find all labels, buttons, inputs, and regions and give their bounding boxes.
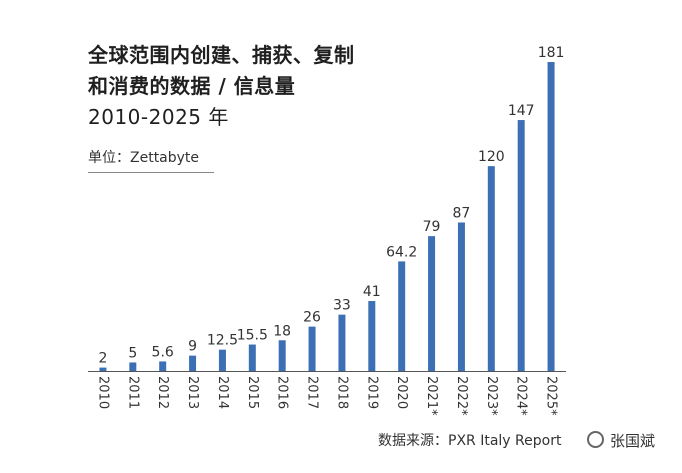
bar-value-label: 5 <box>128 345 137 361</box>
bar <box>278 340 286 371</box>
x-tick-label: 2011 <box>125 376 140 409</box>
bar-value-label: 64.2 <box>386 244 417 260</box>
x-tick-label: 2013 <box>185 376 200 409</box>
bar <box>129 362 137 371</box>
title-line-2: 和消费的数据 / 信息量 <box>88 74 296 98</box>
bar <box>159 361 167 371</box>
bar <box>428 236 436 371</box>
bar-value-label: 33 <box>333 298 351 314</box>
bar-value-label: 181 <box>538 45 565 61</box>
bar-value-label: 15.5 <box>237 328 268 344</box>
bar <box>547 62 555 371</box>
x-tick-label: 2022* <box>454 376 469 416</box>
bar-value-label: 2 <box>98 351 107 367</box>
x-tick-label: 2021* <box>424 376 439 416</box>
watermark-text: 张国斌 <box>610 432 656 450</box>
x-tick-label: 2012 <box>155 376 170 409</box>
bar-value-label: 12.5 <box>207 333 238 349</box>
x-tick-label: 2015 <box>245 376 260 409</box>
bar-value-label: 9 <box>188 339 197 355</box>
x-tick-label: 2019 <box>364 376 379 409</box>
bar <box>517 120 525 372</box>
x-tick-label: 2023* <box>484 376 499 416</box>
x-tick-label: 2010 <box>95 376 110 409</box>
bar <box>189 355 197 371</box>
wechat-icon <box>587 431 604 448</box>
unit-label: 单位：Zettabyte <box>88 147 214 173</box>
bar <box>398 261 406 371</box>
bar <box>457 222 465 371</box>
source-note: 数据来源：PXR Italy Report <box>378 433 562 449</box>
x-tick-label: 2024* <box>514 376 529 416</box>
bar-value-label: 41 <box>363 284 381 300</box>
bar-value-label: 18 <box>273 323 291 339</box>
bar-value-label: 79 <box>423 219 441 235</box>
bar-value-label: 87 <box>453 205 471 221</box>
bar <box>248 344 256 371</box>
x-tick-label: 2020 <box>394 376 409 409</box>
bar-value-label: 5.6 <box>152 344 174 360</box>
x-tick-label: 2016 <box>275 376 290 409</box>
x-tick-label: 2014 <box>215 376 230 409</box>
bar <box>487 166 495 371</box>
x-tick-label: 2018 <box>334 376 349 409</box>
x-tick-label: 2017 <box>305 376 320 409</box>
chart-title: 全球范围内创建、捕获、复制 和消费的数据 / 信息量 2010-2025 年 <box>88 40 355 133</box>
bar <box>99 367 107 371</box>
x-tick-label: 2025* <box>544 376 559 416</box>
bar <box>308 326 316 371</box>
title-line-1: 全球范围内创建、捕获、复制 <box>88 43 355 67</box>
watermark: 张国斌 <box>587 430 655 451</box>
bar <box>218 349 226 371</box>
bar-value-label: 147 <box>508 103 535 119</box>
bar <box>368 301 376 371</box>
bar-value-label: 26 <box>303 310 321 326</box>
title-line-3: 2010-2025 年 <box>88 105 229 129</box>
bar-value-label: 120 <box>478 149 505 165</box>
bar <box>338 314 346 371</box>
